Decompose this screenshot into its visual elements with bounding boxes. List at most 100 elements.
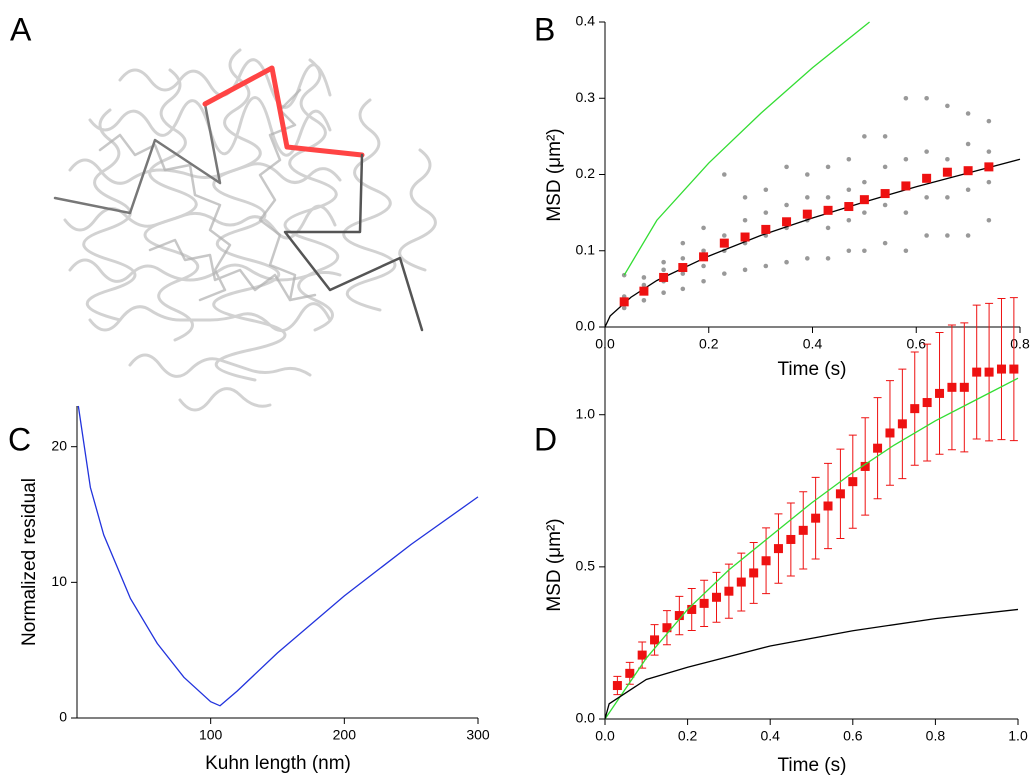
x-tick-label: 1.0 — [1008, 728, 1028, 744]
data-point — [625, 668, 635, 678]
data-point — [749, 568, 759, 578]
data-point — [680, 271, 686, 276]
data-point — [924, 195, 929, 200]
data-point — [910, 404, 920, 414]
data-point — [945, 233, 950, 238]
data-point — [736, 577, 746, 587]
data-point — [835, 489, 845, 499]
data-point — [945, 156, 950, 162]
y-tick-label: 1.0 — [576, 405, 596, 421]
x-tick-label: 300 — [466, 727, 490, 743]
data-point — [742, 195, 748, 200]
data-point — [742, 217, 748, 223]
x-axis-label: Time (s) — [778, 755, 847, 776]
data-point — [784, 259, 789, 265]
data-point — [784, 164, 789, 170]
data-point — [844, 202, 854, 212]
x-tick-label: 0.2 — [699, 336, 719, 352]
data-point — [661, 290, 666, 295]
panel-label: D — [534, 421, 557, 457]
data-point — [782, 217, 792, 227]
data-point — [986, 217, 992, 223]
data-point — [963, 166, 973, 176]
data-point — [903, 156, 909, 162]
data-point — [825, 256, 831, 261]
data-point — [880, 189, 890, 199]
data-point — [661, 267, 666, 273]
y-axis-label: MSD (μm²) — [544, 518, 565, 611]
data-point — [742, 267, 748, 273]
data-point — [680, 286, 686, 292]
data-point — [972, 367, 982, 377]
x-tick-label: 200 — [333, 727, 357, 743]
data-point — [641, 298, 647, 303]
data-point — [945, 103, 950, 109]
data-point — [825, 195, 831, 200]
data-point — [639, 286, 649, 296]
y-tick-label: 0.0 — [576, 710, 596, 726]
data-point — [823, 205, 833, 215]
x-axis-label: Kuhn length (nm) — [205, 753, 351, 774]
data-point — [860, 461, 870, 471]
data-point — [903, 248, 909, 254]
data-point — [825, 225, 831, 231]
x-tick-label: 0.8 — [926, 728, 946, 744]
data-point — [965, 233, 971, 238]
x-tick-label: 0.4 — [760, 728, 780, 744]
data-point — [761, 556, 771, 566]
data-point — [922, 173, 932, 183]
data-point — [873, 443, 883, 453]
data-point — [674, 611, 684, 621]
data-point — [859, 195, 869, 205]
data-point — [1009, 364, 1019, 374]
y-axis-label: MSD (μm²) — [544, 128, 565, 221]
data-point — [659, 272, 669, 282]
x-tick-label: 0.0 — [595, 728, 615, 744]
data-point — [763, 187, 769, 193]
data-point — [701, 248, 706, 254]
y-tick-label: 0 — [59, 709, 67, 725]
y-tick-label: 0.0 — [576, 318, 596, 334]
y-tick-label: 0.2 — [576, 165, 596, 181]
data-point — [862, 134, 867, 139]
x-tick-label: 0.6 — [907, 336, 927, 352]
data-point — [763, 210, 769, 215]
data-point — [740, 232, 750, 242]
data-point — [965, 187, 971, 193]
x-tick-label: 100 — [199, 727, 223, 743]
data-point — [722, 172, 727, 177]
data-point — [641, 275, 647, 280]
data-point — [805, 195, 810, 200]
data-point — [724, 586, 734, 596]
data-point — [942, 167, 952, 177]
panel-label: C — [8, 421, 31, 457]
data-point — [984, 162, 994, 172]
data-point — [924, 149, 929, 154]
y-axis-label: Normalized residual — [19, 478, 40, 646]
data-point — [924, 233, 929, 238]
data-point — [862, 179, 867, 185]
data-point — [848, 477, 858, 487]
curve — [604, 377, 1019, 720]
curve — [604, 608, 1019, 720]
data-point — [882, 202, 888, 208]
data-point — [678, 263, 688, 273]
y-tick-label: 0.3 — [576, 89, 596, 105]
y-tick-label: 0.5 — [576, 558, 596, 574]
data-point — [965, 141, 971, 147]
data-point — [986, 118, 992, 124]
data-point — [641, 282, 647, 288]
data-point — [784, 202, 789, 208]
data-point — [959, 382, 969, 392]
data-point — [722, 271, 727, 276]
data-point — [882, 240, 888, 246]
data-point — [680, 256, 686, 261]
data-point — [901, 181, 911, 191]
data-point — [680, 240, 686, 246]
data-point — [612, 681, 622, 691]
data-point — [986, 149, 992, 154]
data-point — [650, 635, 660, 645]
data-point — [846, 156, 852, 162]
x-tick-label: 0.6 — [843, 728, 863, 744]
data-point — [763, 263, 769, 269]
